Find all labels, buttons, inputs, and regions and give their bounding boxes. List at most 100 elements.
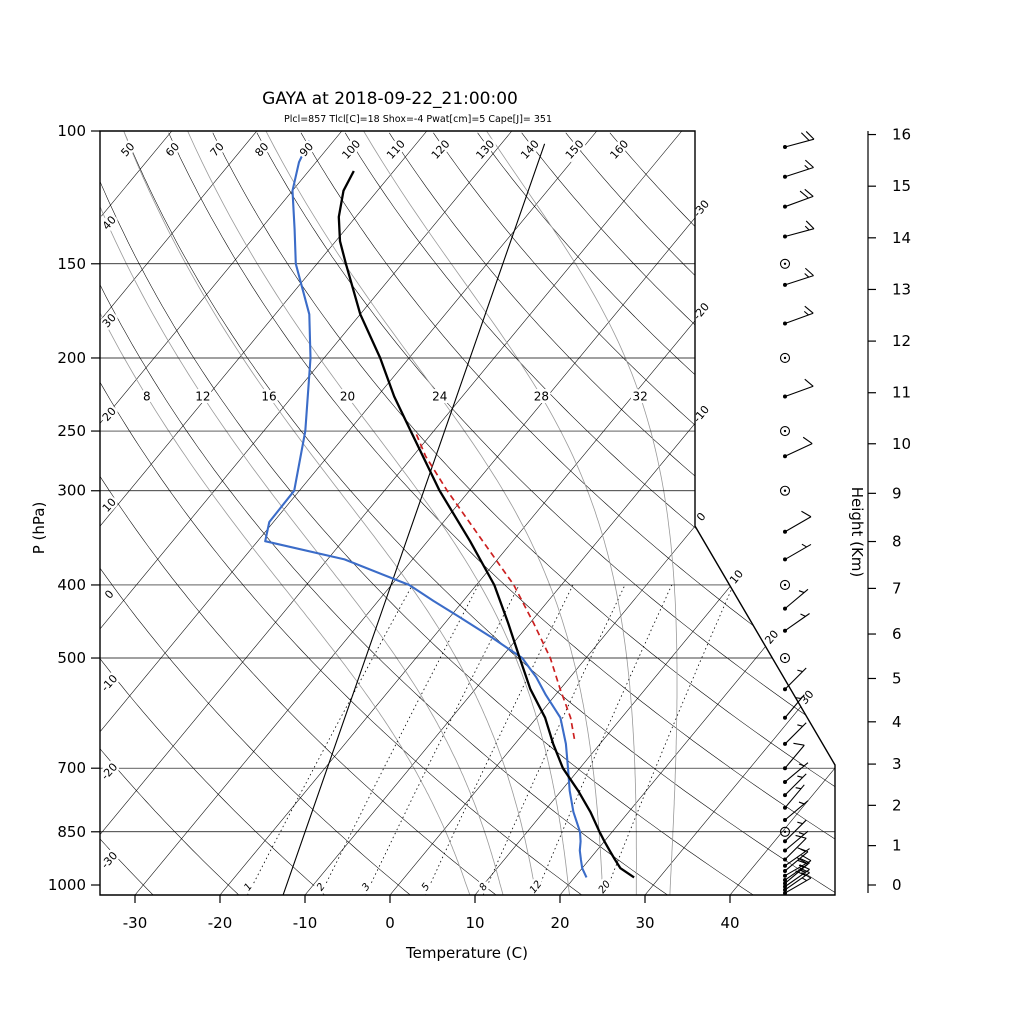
mixing-ratio-line [424, 584, 574, 895]
barb-staff [784, 613, 810, 632]
wind-barb [783, 830, 809, 853]
isotherm-line [134, 131, 768, 895]
dry-adiabat-line [168, 132, 835, 895]
barb-staff [784, 862, 810, 881]
moist-adiabat-line [100, 131, 471, 895]
dry-adiabat-line [609, 132, 835, 895]
parcel-path-curve [414, 430, 576, 740]
mixing-ratio-line [535, 584, 673, 895]
wind-barb [783, 864, 810, 889]
mixing-ratio-label: 20 [597, 879, 614, 896]
wind-barb [783, 784, 805, 810]
wind-barb [779, 485, 791, 496]
wind-barb [779, 826, 791, 837]
isotherm-line [100, 131, 598, 895]
isotherm-edge-label: -30 [691, 198, 713, 220]
barb-staff [784, 722, 807, 745]
barb-staff [784, 784, 805, 809]
aux-mixing-line [282, 143, 546, 895]
barb-staff [784, 744, 805, 769]
temp-tick-label: -20 [208, 914, 233, 932]
barb-feather-full [800, 132, 810, 141]
barb-feather-full [801, 510, 812, 518]
temp-tick-label: 0 [385, 914, 395, 932]
mixing-ratio-label: 5 [420, 881, 433, 893]
moist-adiabat-label: 8 [143, 390, 151, 404]
dry-adiabat-top-label: 150 [563, 138, 587, 162]
height-tick-label: 2 [892, 796, 902, 814]
barb-feather-full [793, 742, 805, 746]
wind-barb [779, 652, 791, 664]
moist-adiabat-label: 24 [432, 390, 447, 404]
y-axis-label: P (hPa) [30, 502, 48, 555]
moist-adiabat-line [123, 131, 537, 895]
barb-feather-half [797, 775, 803, 778]
height-tick-label: 8 [892, 533, 902, 551]
moist-adiabat-line [187, 131, 570, 895]
pressure-tick-label: 250 [57, 422, 86, 440]
barb-staff [784, 166, 814, 178]
mixing-ratio-label: 2 [315, 881, 328, 893]
wind-barb [783, 436, 813, 459]
pressure-tick-label: 200 [57, 349, 86, 367]
wind-barb [779, 425, 791, 437]
wind-barb [783, 267, 814, 287]
barb-feather-half [801, 543, 807, 548]
barb-feather-full [804, 188, 814, 197]
moist-adiabat-line [486, 131, 678, 895]
temperature-curve [337, 170, 635, 879]
wind-barb [783, 848, 810, 868]
isotherm-line [100, 131, 173, 895]
dry-adiabat-top-label: 160 [607, 138, 631, 162]
height-tick-label: 9 [892, 484, 902, 502]
wind-barb [779, 352, 791, 364]
wind-barb [783, 773, 807, 798]
barb-staff [784, 443, 813, 457]
dry-adiabat-top-label: 90 [297, 140, 316, 159]
wind-barb [783, 819, 807, 844]
barb-staff [784, 228, 815, 238]
wind-barb [779, 579, 791, 591]
barb-feather-half [795, 787, 802, 790]
mixing-ratio-label: 8 [478, 881, 491, 893]
height-axis-label: Height (Km) [848, 487, 866, 578]
isotherm-edge-label: -10 [691, 403, 713, 425]
barb-staff [784, 138, 815, 148]
dry-adiabat-line [212, 132, 835, 895]
dry-adiabat-left-label: 0 [102, 588, 116, 602]
barb-feather-full [804, 267, 814, 277]
dry-adiabat-line [433, 132, 835, 895]
wind-barb [783, 159, 814, 179]
calm-circle [779, 425, 791, 437]
pressure-tick-label: 700 [57, 759, 86, 777]
dry-adiabat-top-label: 100 [339, 138, 363, 162]
moist-adiabat-label: 20 [340, 390, 355, 404]
barb-feather-half [804, 164, 810, 170]
pressure-tick-label: 300 [57, 482, 86, 500]
wind-barb [783, 867, 810, 892]
isotherm-line [100, 131, 513, 895]
params-line: Plcl=857 Tlcl[C]=18 Shox=-4 Pwat[cm]=5 C… [284, 114, 552, 125]
dry-adiabat-line [344, 132, 835, 895]
wind-barb [783, 854, 812, 878]
wind-barb [779, 258, 791, 269]
dry-adiabat-line [300, 132, 835, 895]
height-tick-label: 14 [892, 229, 911, 247]
mixing-ratio-label: 12 [528, 879, 545, 896]
temp-tick-label: -10 [293, 914, 318, 932]
barb-staff [784, 762, 809, 783]
dry-adiabat-left-label: 10 [100, 496, 119, 515]
barb-feather-half [798, 590, 805, 594]
dry-adiabat-line [100, 132, 154, 895]
barb-staff [784, 195, 814, 208]
station-dot [783, 429, 787, 433]
temp-tick-label: 30 [635, 914, 654, 932]
station-dot [783, 830, 787, 833]
height-tick-label: 3 [892, 755, 902, 773]
x-axis-label: Temperature (C) [405, 944, 528, 962]
height-tick-label: 0 [892, 876, 902, 894]
wind-barb [783, 613, 810, 633]
wind-barb [783, 762, 809, 784]
